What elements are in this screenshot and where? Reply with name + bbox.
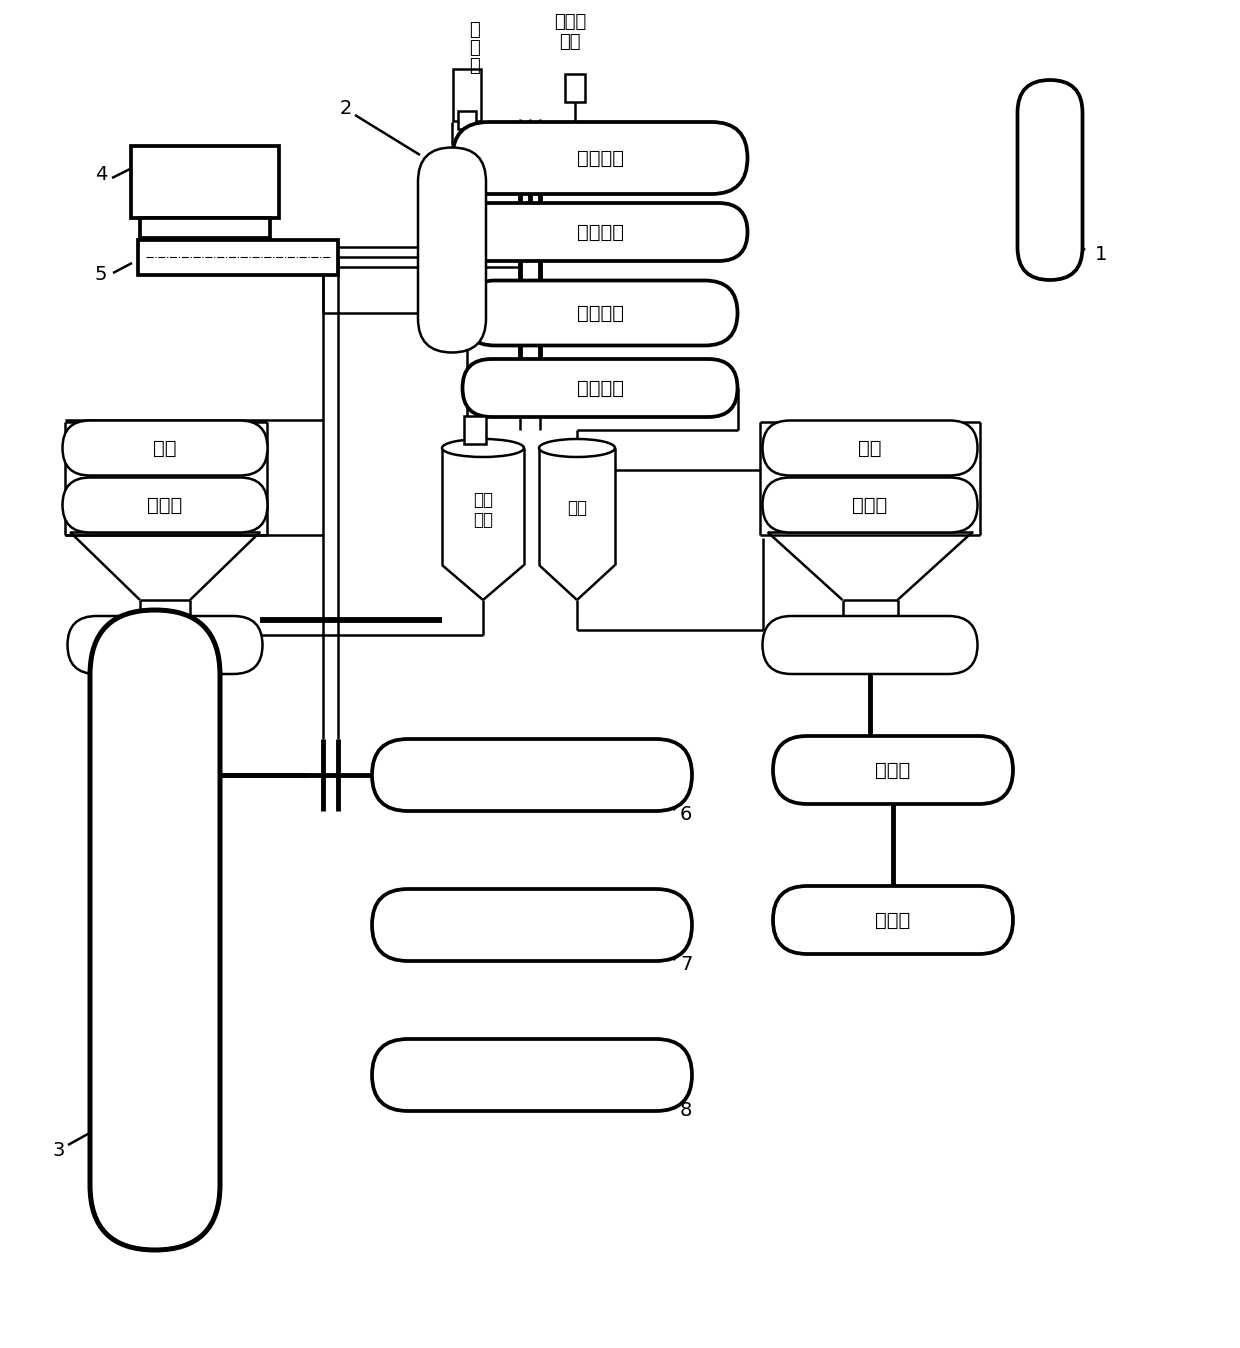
Text: 半成品: 半成品 [875, 760, 910, 779]
Text: 过滤网: 过滤网 [148, 496, 182, 515]
FancyBboxPatch shape [91, 611, 219, 1250]
Text: 成品油: 成品油 [875, 910, 910, 930]
Text: 4: 4 [95, 166, 108, 185]
FancyBboxPatch shape [763, 616, 977, 674]
FancyBboxPatch shape [372, 888, 692, 961]
Bar [458, 111, 476, 129]
Bar [131, 146, 279, 218]
Bar [138, 240, 339, 275]
Text: 水蒸气: 水蒸气 [554, 13, 587, 31]
FancyBboxPatch shape [1018, 80, 1083, 280]
Text: 5: 5 [95, 266, 108, 284]
Text: 进: 进 [470, 22, 480, 39]
FancyBboxPatch shape [763, 421, 977, 476]
FancyBboxPatch shape [418, 147, 486, 352]
Text: 过滤: 过滤 [154, 438, 177, 457]
FancyBboxPatch shape [67, 616, 263, 674]
Text: 脱脂: 脱脂 [472, 511, 494, 528]
FancyBboxPatch shape [453, 204, 748, 262]
Bar [464, 417, 486, 443]
FancyBboxPatch shape [773, 736, 1013, 803]
Text: 一次提炼: 一次提炼 [577, 148, 624, 167]
Text: 1: 1 [1095, 245, 1107, 264]
FancyBboxPatch shape [463, 359, 738, 417]
FancyBboxPatch shape [463, 280, 738, 345]
Text: 口: 口 [470, 57, 480, 75]
Text: 酸洗: 酸洗 [472, 491, 494, 510]
Text: 8: 8 [680, 1100, 692, 1119]
Bar [565, 74, 585, 102]
Text: 过滤: 过滤 [858, 438, 882, 457]
Text: 7: 7 [680, 956, 692, 975]
Text: 冷却水槽: 冷却水槽 [577, 379, 624, 398]
Text: 二次提炼: 二次提炼 [577, 303, 624, 322]
FancyBboxPatch shape [763, 477, 977, 532]
Ellipse shape [441, 439, 525, 457]
Text: 3: 3 [52, 1140, 64, 1159]
Text: 过滤网: 过滤网 [852, 496, 888, 515]
Text: 2: 2 [340, 98, 352, 117]
Text: 冷却水槽: 冷却水槽 [577, 222, 624, 241]
FancyBboxPatch shape [62, 421, 268, 476]
Text: 中和: 中和 [567, 499, 587, 518]
FancyBboxPatch shape [372, 1039, 692, 1111]
Text: 6: 6 [680, 806, 692, 825]
FancyBboxPatch shape [773, 886, 1013, 954]
Text: 料: 料 [470, 39, 480, 57]
FancyBboxPatch shape [453, 123, 748, 194]
Bar [140, 218, 270, 239]
Text: 出口: 出口 [559, 32, 580, 51]
Bar [453, 69, 481, 121]
FancyBboxPatch shape [62, 477, 268, 532]
FancyBboxPatch shape [372, 739, 692, 811]
Ellipse shape [539, 439, 615, 457]
